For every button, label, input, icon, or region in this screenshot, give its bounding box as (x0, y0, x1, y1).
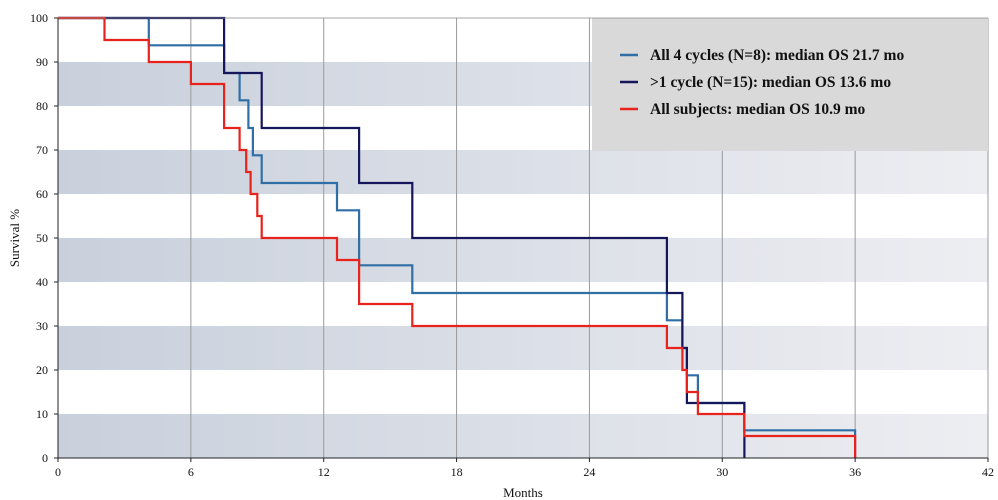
y-tick-label-30: 30 (36, 319, 48, 333)
legend-label-0: All 4 cycles (N=8): median OS 21.7 mo (650, 47, 904, 64)
y-tick-label-40: 40 (36, 275, 48, 289)
y-tick-label-80: 80 (36, 99, 48, 113)
band-60-70 (58, 150, 988, 194)
band-20-30 (58, 326, 988, 370)
y-tick-label-20: 20 (36, 363, 48, 377)
x-tick-label-36: 36 (849, 465, 861, 479)
y-tick-label-90: 90 (36, 55, 48, 69)
series-lines (58, 16, 857, 458)
y-axis-title: Survival % (7, 209, 22, 267)
legend-label-2: All subjects: median OS 10.9 mo (650, 101, 866, 118)
series-line-2 (58, 16, 857, 458)
x-tick-label-30: 30 (716, 465, 728, 479)
y-tick-label-70: 70 (36, 143, 48, 157)
y-tick-label-50: 50 (36, 231, 48, 245)
axes (54, 17, 989, 462)
x-tick-label-6: 6 (188, 465, 194, 479)
y-tick-label-10: 10 (36, 407, 48, 421)
y-tick-label-100: 100 (30, 11, 48, 25)
y-tick-label-60: 60 (36, 187, 48, 201)
x-tick-label-42: 42 (982, 465, 994, 479)
legend-box (592, 18, 988, 151)
band-40-50 (58, 238, 988, 282)
legend: All 4 cycles (N=8): median OS 21.7 mo >1 … (592, 18, 988, 151)
y-tick-label-0: 0 (42, 451, 48, 465)
x-tick-label-18: 18 (451, 465, 463, 479)
x-tick-label-24: 24 (583, 465, 595, 479)
series-line-1 (58, 16, 746, 458)
tick-labels: 0 10 20 30 40 50 60 70 80 90 100 0 6 12 18 24 30 36 42 (30, 11, 994, 479)
legend-label-1: >1 cycle (N=15): median OS 13.6 mo (650, 74, 891, 91)
x-tick-label-12: 12 (318, 465, 330, 479)
x-axis-title: Months (503, 485, 543, 500)
x-tick-label-0: 0 (55, 465, 61, 479)
